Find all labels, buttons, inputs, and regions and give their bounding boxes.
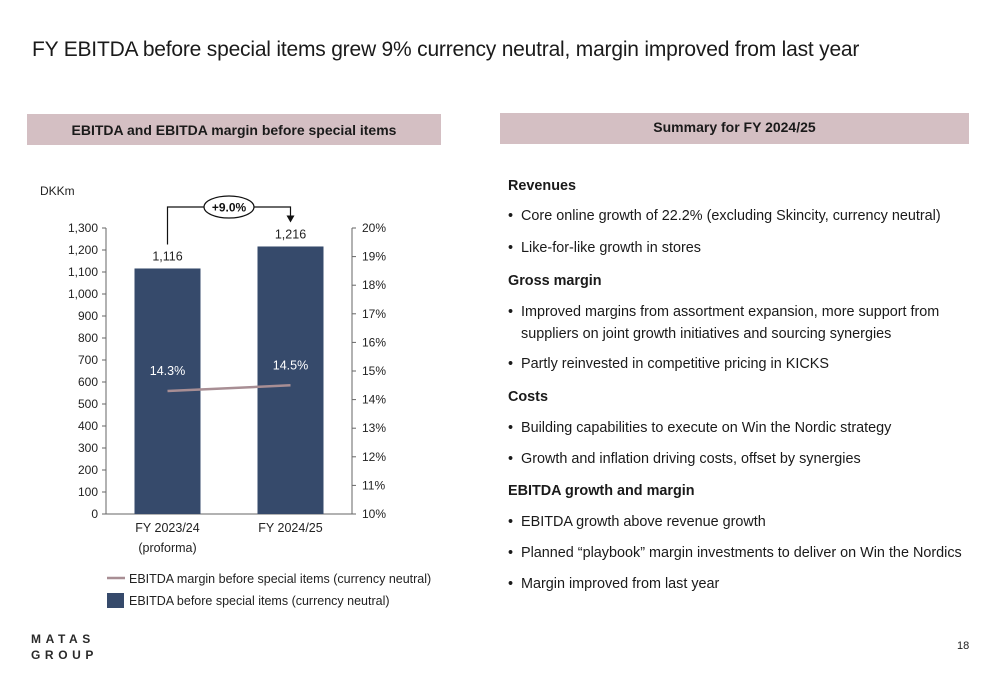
summary-bullet-text: Growth and inflation driving costs, offs… (521, 451, 861, 467)
unit-label: DKKm (40, 184, 75, 198)
growth-arrowhead (286, 215, 295, 223)
bullet-dot: • (508, 304, 514, 320)
ebitda-chart-svg: DKKm 0 100 200 300 400 500 600 700 800 900 1,000 1,1… (40, 184, 431, 608)
x-category-label: FY 2023/24 (135, 521, 199, 535)
ebitda-bar-label: 1,116 (152, 249, 182, 263)
y-right-tick-label: 15% (362, 364, 386, 378)
summary-bullet-text: Planned “playbook” margin investments to… (521, 545, 962, 561)
summary-bullet-text: Partly reinvested in competitive pricing… (521, 356, 829, 372)
y-right-tick-label: 11% (362, 478, 385, 492)
y-left-tick-label: 0 (91, 507, 98, 521)
bullet-dot: • (508, 420, 514, 436)
summary-heading: EBITDA growth and margin (508, 483, 695, 499)
y-right-tick-label: 13% (362, 421, 386, 435)
bullet-dot: • (508, 514, 514, 530)
summary-bullet-text: Improved margins from assortment expansi… (521, 304, 940, 342)
legend-bar-label: EBITDA before special items (currency ne… (129, 594, 390, 608)
summary-bullet-text: Like-for-like growth in stores (521, 240, 701, 256)
margin-label: 14.3% (150, 364, 185, 378)
ebitda-bar-label: 1,216 (275, 227, 306, 241)
x-category-label: FY 2024/25 (258, 521, 322, 535)
y-right-tick-label: 14% (362, 393, 386, 407)
summary-heading: Gross margin (508, 273, 602, 289)
y-left-tick-label: 600 (78, 375, 98, 389)
y-left-tick-label: 700 (78, 353, 98, 367)
margin-label: 14.5% (273, 358, 308, 372)
y-right-tick-label: 10% (362, 507, 386, 521)
y-left-tick-label: 300 (78, 441, 98, 455)
summary-heading: Revenues (508, 178, 576, 194)
summary-bullet-text: Building capabilities to execute on Win … (521, 420, 892, 436)
x-category-label: (proforma) (138, 541, 196, 555)
y-right-tick-label: 18% (362, 278, 386, 292)
page-title: FY EBITDA before special items grew 9% c… (32, 38, 860, 61)
bullet-dot: • (508, 576, 514, 592)
bullet-dot: • (508, 240, 514, 256)
summary-bullet-text: EBITDA growth above revenue growth (521, 514, 766, 530)
logo-line-1: MATAS (31, 632, 95, 646)
summary-section-header: Summary for FY 2024/25 (500, 113, 969, 144)
y-left-tick-label: 100 (78, 485, 98, 499)
y-right-tick-label: 17% (362, 307, 386, 321)
summary-section-header-label: Summary for FY 2024/25 (653, 119, 816, 135)
summary-bullet-text: Margin improved from last year (521, 576, 720, 592)
y-left-tick-label: 1,100 (68, 265, 98, 279)
ebitda-chart: DKKm 0 100 200 300 400 500 600 700 800 900 1,000 1,1… (0, 150, 470, 620)
y-right-tick-label: 20% (362, 221, 386, 235)
bullet-dot: • (508, 356, 514, 372)
y-left-tick-label: 1,300 (68, 221, 98, 235)
bullet-dot: • (508, 451, 514, 467)
page-number: 18 (957, 640, 970, 652)
growth-badge (203, 195, 255, 219)
y-right-tick-label: 12% (362, 450, 386, 464)
y-left-tick-label: 900 (78, 309, 98, 323)
matas-group-logo: MATAS GROUP (31, 631, 98, 663)
y-left-tick-label: 1,000 (68, 287, 98, 301)
ebitda-bar (257, 246, 324, 514)
summary-heading: Costs (508, 389, 548, 405)
summary-bullet-text: Core online growth of 22.2% (excluding S… (521, 208, 941, 224)
y-left-tick-label: 1,200 (68, 243, 98, 257)
y-left-tick-label: 500 (78, 397, 98, 411)
bullet-dot: • (508, 545, 514, 561)
y-right-tick-label: 16% (362, 335, 386, 349)
bullet-dot: • (508, 208, 514, 224)
chart-section-header-label: EBITDA and EBITDA margin before special … (71, 121, 397, 138)
growth-badge-label: +9.0% (212, 201, 247, 215)
y-left-tick-label: 200 (78, 463, 98, 477)
chart-section-header: EBITDA and EBITDA margin before special … (27, 114, 441, 145)
legend-line-label: EBITDA margin before special items (curr… (129, 572, 431, 586)
y-right-tick-label: 19% (362, 250, 386, 264)
y-left-tick-label: 400 (78, 419, 98, 433)
y-left-tick-label: 800 (78, 331, 98, 345)
ebitda-bar (134, 268, 201, 514)
margin-line (167, 384, 291, 393)
legend-bar-swatch (107, 593, 124, 608)
logo-line-2: GROUP (31, 648, 99, 662)
